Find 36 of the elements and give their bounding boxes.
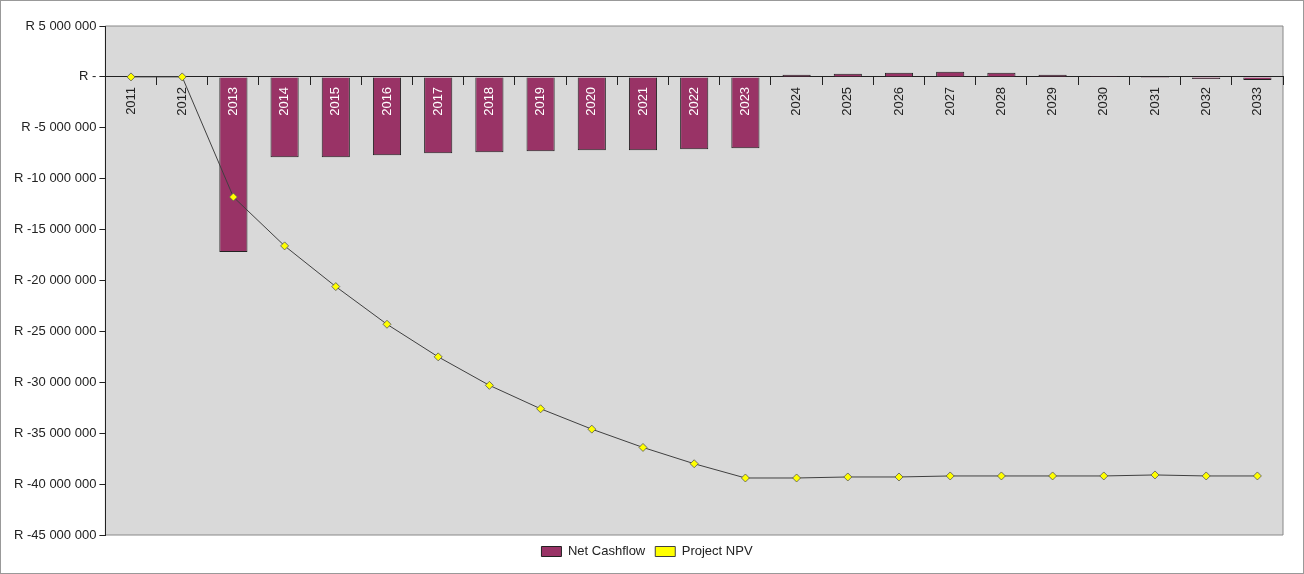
x-tick-label: 2030 — [1095, 86, 1111, 116]
x-tick-label: 2013 — [224, 86, 240, 116]
y-tick-label: R -45 000 000 — [13, 526, 97, 542]
x-tick-label: 2014 — [276, 86, 292, 116]
y-tick-label: R -10 000 000 — [13, 170, 97, 186]
x-tick-label: 2025 — [839, 86, 855, 116]
x-tick-label: 2020 — [583, 86, 599, 116]
x-tick-label: 2029 — [1044, 86, 1060, 116]
legend-label: Project NPV — [681, 543, 753, 559]
y-tick-label: R -15 000 000 — [13, 221, 97, 237]
y-tick-label: R -40 000 000 — [13, 475, 97, 491]
x-tick-label: 2015 — [327, 86, 343, 116]
x-tick-label: 2021 — [634, 86, 650, 116]
y-tick-label: R -5 000 000 — [21, 119, 97, 135]
x-tick-label: 2032 — [1197, 86, 1213, 116]
x-tick-label: 2016 — [378, 86, 394, 116]
x-tick-label: 2026 — [890, 86, 906, 116]
x-tick-label: 2033 — [1248, 86, 1264, 116]
x-tick-label: 2027 — [941, 86, 957, 116]
x-tick-label: 2031 — [1146, 86, 1162, 116]
x-tick-label: 2022 — [685, 86, 701, 116]
legend-label: Net Cashflow — [567, 543, 646, 559]
x-tick-label: 2019 — [532, 86, 548, 116]
y-tick-label: R 5 000 000 — [25, 17, 97, 33]
y-tick-label: R -30 000 000 — [13, 373, 97, 389]
x-tick-label: 2028 — [992, 86, 1008, 116]
y-tick-label: R - — [79, 68, 97, 84]
x-tick-label: 2018 — [480, 86, 496, 116]
x-tick-label: 2012 — [173, 86, 189, 116]
y-tick-label: R -25 000 000 — [13, 322, 97, 338]
x-tick-label: 2023 — [736, 86, 752, 116]
x-tick-label: 2024 — [788, 86, 804, 116]
y-tick-label: R -35 000 000 — [13, 424, 97, 440]
y-tick-label: R -20 000 000 — [13, 272, 97, 288]
x-tick-label: 2011 — [122, 86, 138, 115]
x-tick-label: 2017 — [429, 86, 445, 116]
